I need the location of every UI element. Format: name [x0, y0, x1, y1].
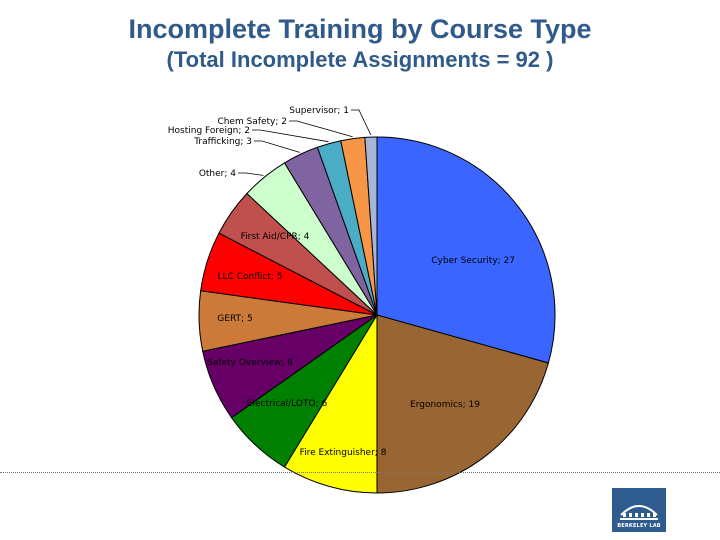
data-label-other: Other; 4: [199, 169, 236, 179]
data-label-electrical-loto: Electrical/LOTO; 6: [247, 399, 328, 409]
chart-title: Incomplete Training by Course Type: [128, 14, 592, 44]
chart-subtitle: (Total Incomplete Assignments = 92 ): [166, 47, 554, 72]
data-label-fire-extinguisher: Fire Extinguisher; 8: [300, 448, 387, 458]
lab-building-icon: [620, 505, 658, 520]
data-label-safety-overview: Safety Overview; 6: [207, 358, 293, 368]
data-label-ergonomics: Ergonomics; 19: [410, 400, 480, 410]
leader-line-hosting-foreign: [252, 129, 329, 143]
berkeley-lab-logo: BERKELEY LAB: [612, 488, 666, 532]
leader-line-chem-safety: [289, 120, 353, 138]
pie-slice-cyber-security: [376, 136, 556, 364]
data-label-trafficking: Trafficking; 3: [193, 137, 252, 147]
pie-slice-supervisor: [364, 136, 378, 316]
footer-divider: [0, 472, 720, 473]
data-label-first-aid-cpr: First Aid/CPR; 4: [241, 232, 310, 242]
data-label-chem-safety: Chem Safety; 2: [217, 117, 287, 127]
data-label-hosting-foreign: Hosting Foreign; 2: [168, 126, 250, 136]
leader-line-other: [238, 172, 264, 176]
data-label-supervisor: Supervisor; 1: [289, 106, 349, 116]
logo-text: BERKELEY LAB: [617, 523, 661, 529]
data-label-llc-conflict: LLC Conflict; 5: [218, 272, 283, 282]
data-label-cyber-security: Cyber Security; 27: [431, 256, 515, 266]
data-label-gert: GERT; 5: [217, 314, 252, 324]
pie-slice-ergonomics: [376, 314, 550, 494]
leader-line-supervisor: [351, 109, 372, 136]
leader-line-trafficking: [254, 140, 300, 153]
pie-slice-fire-extinguisher: [283, 313, 378, 494]
